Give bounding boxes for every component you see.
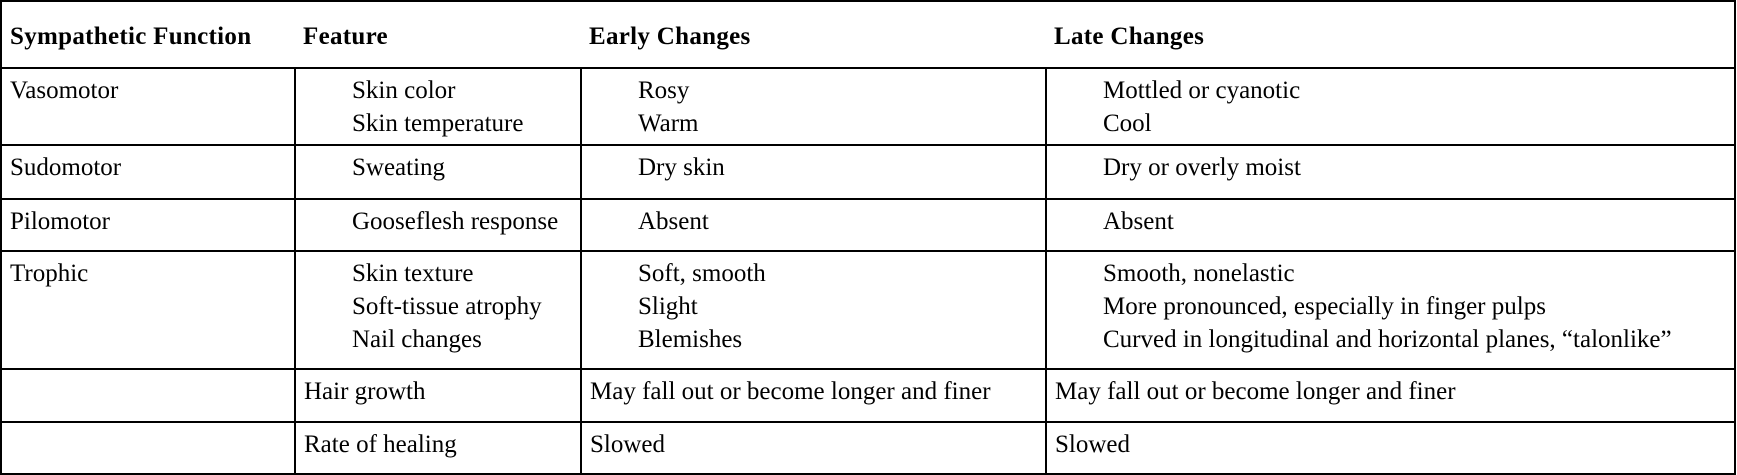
function-cell <box>0 421 296 475</box>
late-changes-cell: Dry or overly moist <box>1045 144 1736 200</box>
early-changes-cell: Dry skin <box>580 144 1047 200</box>
function-text: Sudomotor <box>10 154 122 181</box>
late-changes-text: Dry or overly moist <box>1103 154 1301 181</box>
function-text: Pilomotor <box>10 208 111 235</box>
late-changes-cell: Smooth, nonelastic More pronounced, espec… <box>1045 250 1736 370</box>
early-changes-text: Rosy <box>638 77 690 104</box>
early-changes-cell: May fall out or become longer and finer <box>580 368 1047 423</box>
early-changes-text: May fall out or become longer and finer <box>590 378 991 405</box>
function-cell: Pilomotor <box>0 198 296 252</box>
feature-text: Skin color <box>352 77 456 104</box>
early-changes-cell: Soft, smooth Slight Blemishes <box>580 250 1047 370</box>
feature-text: Nail changes <box>352 326 482 353</box>
feature-text: Sweating <box>352 154 446 181</box>
early-changes-text: Blemishes <box>638 326 743 353</box>
feature-text: Rate of healing <box>304 431 457 458</box>
table-row: Trophic Skin texture Soft-tissue atrophy Na… <box>0 250 1736 370</box>
feature-text: Hair growth <box>304 378 426 405</box>
feature-cell: Hair growth <box>294 368 582 423</box>
header-sympathetic-function: Sympathetic Function <box>10 23 252 50</box>
late-changes-cell: May fall out or become longer and finer <box>1045 368 1736 423</box>
feature-cell: Rate of healing <box>294 421 582 475</box>
late-changes-text: Slowed <box>1055 431 1130 458</box>
late-changes-text: Cool <box>1103 110 1152 137</box>
function-cell <box>0 368 296 423</box>
feature-cell: Skin color Skin temperature <box>294 67 582 146</box>
late-changes-text: Absent <box>1103 208 1174 235</box>
table-row: Rate of healing Slowed Slowed <box>0 421 1736 475</box>
header-early-changes: Early Changes <box>589 23 751 50</box>
feature-cell: Sweating <box>294 144 582 200</box>
late-changes-text: Smooth, nonelastic <box>1103 260 1295 287</box>
early-changes-cell: Absent <box>580 198 1047 252</box>
early-changes-cell: Rosy Warm <box>580 67 1047 146</box>
feature-text: Skin texture <box>352 260 474 287</box>
late-changes-text: May fall out or become longer and finer <box>1055 378 1456 405</box>
feature-text: Soft-tissue atrophy <box>352 293 542 320</box>
function-text: Trophic <box>10 260 89 287</box>
header-feature: Feature <box>303 23 388 50</box>
header-late-changes: Late Changes <box>1054 23 1205 50</box>
feature-text: Gooseflesh response <box>352 208 559 235</box>
function-cell: Vasomotor <box>0 67 296 146</box>
table-row: Hair growth May fall out or become longer… <box>0 368 1736 423</box>
early-changes-text: Soft, smooth <box>638 260 766 287</box>
feature-text: Skin temperature <box>352 110 524 137</box>
function-text: Vasomotor <box>10 77 119 104</box>
function-cell: Sudomotor <box>0 144 296 200</box>
early-changes-cell: Slowed <box>580 421 1047 475</box>
late-changes-cell: Mottled or cyanotic Cool <box>1045 67 1736 146</box>
early-changes-text: Slowed <box>590 431 665 458</box>
early-changes-text: Absent <box>638 208 709 235</box>
table-row: Pilomotor Gooseflesh response Absent Absent <box>0 198 1736 252</box>
table-row: Sudomotor Sweating Dry skin Dry or overly m… <box>0 144 1736 200</box>
early-changes-text: Slight <box>638 293 698 320</box>
feature-cell: Gooseflesh response <box>294 198 582 252</box>
late-changes-text: Mottled or cyanotic <box>1103 77 1301 104</box>
table-row: Vasomotor Skin color Skin temperature Rosy W… <box>0 67 1736 146</box>
feature-cell: Skin texture Soft-tissue atrophy Nail chan… <box>294 250 582 370</box>
early-changes-text: Warm <box>638 110 699 137</box>
header-row: Sympathetic Function Feature Early Chang… <box>1 1 1735 68</box>
late-changes-cell: Absent <box>1045 198 1736 252</box>
function-cell: Trophic <box>0 250 296 370</box>
early-changes-text: Dry skin <box>638 154 725 181</box>
late-changes-cell: Slowed <box>1045 421 1736 475</box>
late-changes-text: Curved in longitudinal and horizontal pl… <box>1103 326 1672 353</box>
late-changes-text: More pronounced, especially in finger pu… <box>1103 293 1546 320</box>
